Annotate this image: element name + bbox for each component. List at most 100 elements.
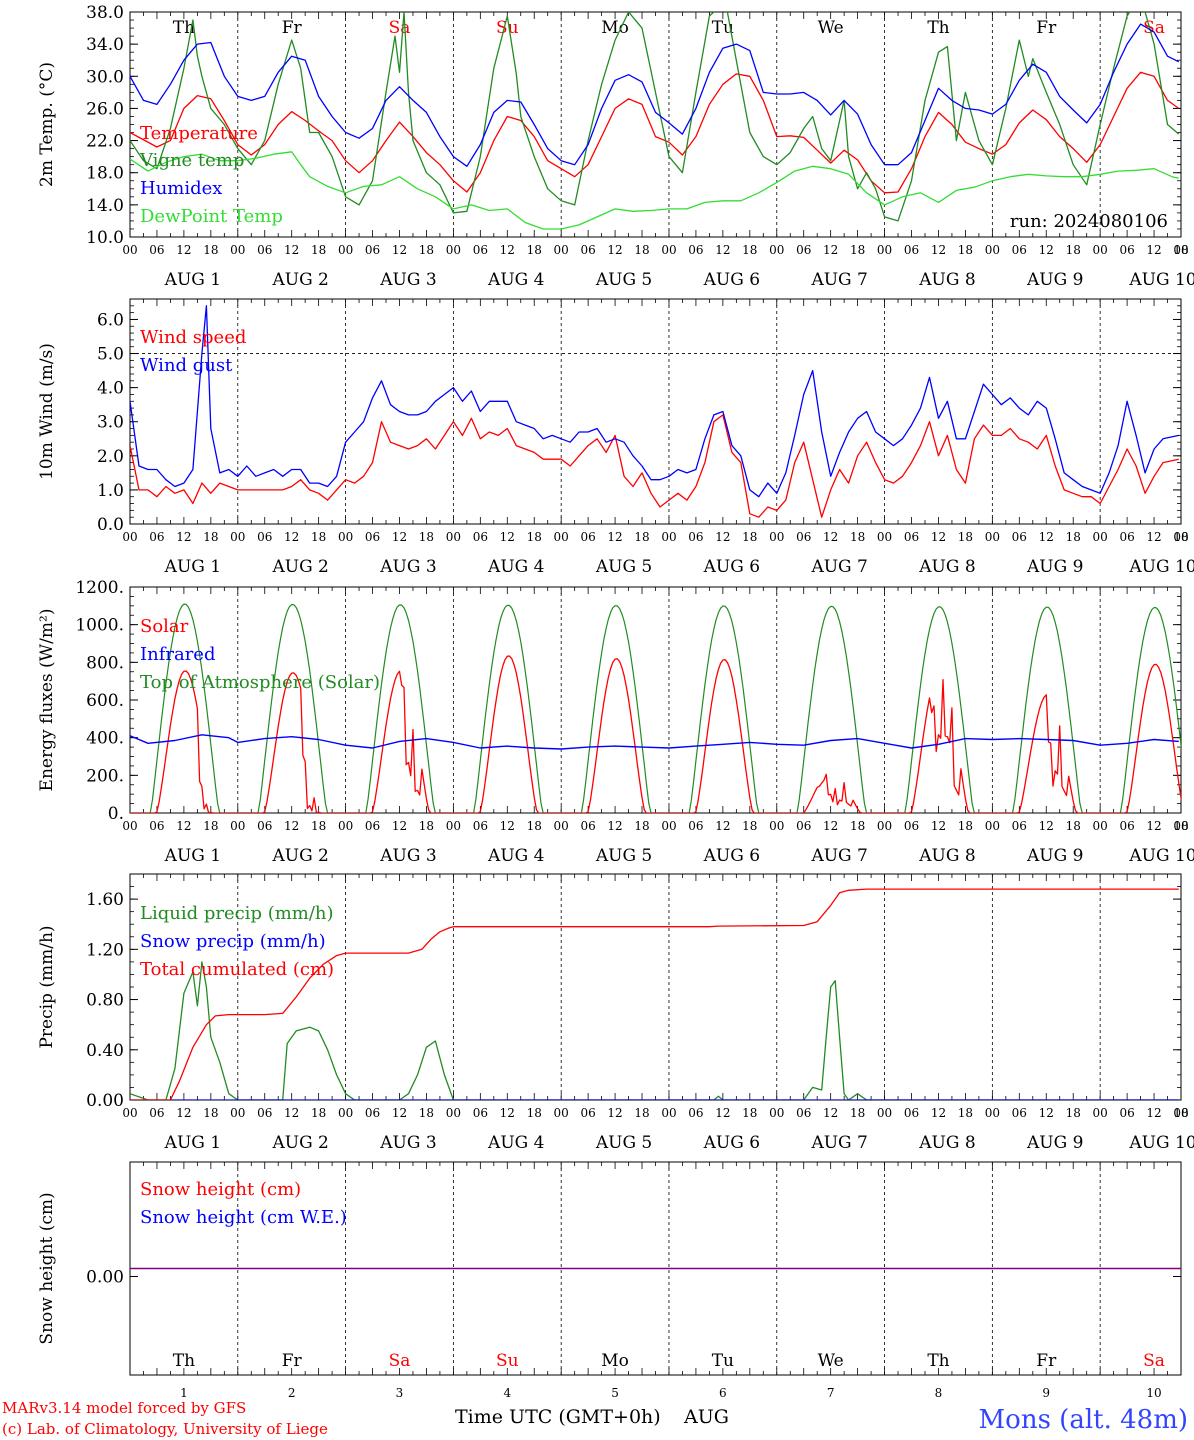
weekday-label: Tu xyxy=(712,18,734,38)
hour-tick-label: 06 xyxy=(1119,1106,1134,1120)
day-label: AUG 9 xyxy=(1026,846,1083,866)
hour-tick-label: 00 xyxy=(877,243,892,257)
legend-entry: Wind gust xyxy=(140,355,233,376)
y-tick-label: 18.0 xyxy=(86,164,124,184)
hour-tick-label: 00 xyxy=(230,819,245,833)
day-label: AUG 2 xyxy=(271,1133,328,1153)
hour-tick-label: 18 xyxy=(311,1106,326,1120)
hour-tick-label: 06 xyxy=(365,530,380,544)
weekday-label: Th xyxy=(927,18,949,38)
hour-tick-label: 06 xyxy=(904,1106,919,1120)
hour-tick-label: 00 xyxy=(769,819,784,833)
hour-tick-label: 18 xyxy=(1066,1106,1081,1120)
hour-tick-label: 06 xyxy=(796,819,811,833)
legend-entry: Top of Atmosphere (Solar) xyxy=(140,672,380,693)
legend-entry: Infrared xyxy=(140,644,215,665)
legend-entry: Wind speed xyxy=(140,327,246,348)
hour-tick-label: 12 xyxy=(500,1106,515,1120)
weekday-label: Sa xyxy=(1143,1351,1165,1371)
hour-tick-label: 06 xyxy=(257,530,272,544)
day-label: AUG 8 xyxy=(918,1133,975,1153)
hour-tick-label: 12 xyxy=(715,243,730,257)
day-label: AUG 3 xyxy=(379,270,436,290)
legend-entry: Snow height (cm) xyxy=(140,1179,301,1200)
hour-tick-label: 06 xyxy=(149,1106,164,1120)
hour-tick-label: 00 xyxy=(1173,530,1188,544)
hour-tick-label: 00 xyxy=(554,243,569,257)
hour-tick-label: 00 xyxy=(338,819,353,833)
legend-entry: Total cumulated (cm) xyxy=(140,959,334,980)
y-tick-label: 4.0 xyxy=(97,379,124,399)
day-label: AUG 10 xyxy=(1128,270,1194,290)
day-label: AUG 6 xyxy=(703,270,760,290)
day-label: AUG 9 xyxy=(1026,557,1083,577)
day-label: AUG 7 xyxy=(810,557,867,577)
day-label: AUG 7 xyxy=(810,270,867,290)
day-label: AUG 4 xyxy=(487,1133,544,1153)
y-tick-label: 400. xyxy=(86,729,124,749)
hour-tick-label: 00 xyxy=(877,530,892,544)
hour-tick-label: 18 xyxy=(419,819,434,833)
series-line-0 xyxy=(130,961,1179,1100)
hour-tick-label: 18 xyxy=(742,243,757,257)
day-label: AUG 3 xyxy=(379,557,436,577)
weekday-label: Mo xyxy=(601,1351,629,1371)
run-label: run: 2024080106 xyxy=(1010,211,1168,232)
hour-tick-label: 12 xyxy=(1146,243,1161,257)
day-number: 3 xyxy=(396,1386,404,1400)
legend-entry: Vigne temp xyxy=(139,150,244,171)
panel-1: 10.0 14.0 18.0 22.0 26.0 30.0 34.0 38.0 2m Temp.… xyxy=(37,3,1194,290)
hour-tick-label: 06 xyxy=(688,819,703,833)
hour-tick-label: 12 xyxy=(176,1106,191,1120)
hour-tick-label: 12 xyxy=(1146,530,1161,544)
weekday-label: We xyxy=(818,1351,844,1371)
y-tick-label: 1.20 xyxy=(86,940,124,960)
plot-frame xyxy=(129,586,1182,814)
hour-tick-label: 06 xyxy=(688,530,703,544)
x-axis-title: Time UTC (GMT+0h) xyxy=(455,1406,661,1428)
hour-tick-label: 12 xyxy=(284,819,299,833)
hour-tick-label: 00 xyxy=(877,819,892,833)
hour-tick-label: 12 xyxy=(607,243,622,257)
weekday-label: Fr xyxy=(282,1351,303,1371)
hour-tick-label: 00 xyxy=(769,243,784,257)
hour-tick-label: 18 xyxy=(203,243,218,257)
hour-tick-label: 12 xyxy=(392,243,407,257)
hour-tick-label: 12 xyxy=(1039,1106,1054,1120)
hour-tick-label: 18 xyxy=(1173,819,1188,833)
hour-tick-label: 00 xyxy=(230,530,245,544)
hour-tick-label: 18 xyxy=(634,1106,649,1120)
hour-tick-label: 18 xyxy=(850,530,865,544)
hour-tick-label: 00 xyxy=(985,530,1000,544)
weekday-label: Fr xyxy=(282,18,303,38)
hour-tick-label: 12 xyxy=(500,243,515,257)
y-tick-label: 1.60 xyxy=(86,890,124,910)
hour-tick-label: 12 xyxy=(607,819,622,833)
hour-tick-label: 12 xyxy=(1039,530,1054,544)
hour-tick-label: 12 xyxy=(823,243,838,257)
y-tick-label: 10.0 xyxy=(86,228,124,248)
hour-tick-label: 12 xyxy=(284,1106,299,1120)
legend-entry: DewPoint Temp xyxy=(140,206,283,227)
day-label: AUG 2 xyxy=(271,270,328,290)
credit-line-1: MARv3.14 model forced by GFS xyxy=(2,1399,246,1417)
hour-tick-label: 12 xyxy=(392,1106,407,1120)
hour-tick-label: 18 xyxy=(1066,530,1081,544)
hour-tick-label: 06 xyxy=(1012,530,1027,544)
day-number: 7 xyxy=(827,1386,835,1400)
hour-tick-label: 00 xyxy=(661,530,676,544)
hour-tick-label: 06 xyxy=(904,819,919,833)
hour-tick-label: 06 xyxy=(796,243,811,257)
weekday-label: Th xyxy=(173,1351,195,1371)
hour-tick-label: 18 xyxy=(311,530,326,544)
y-tick-label: 1200. xyxy=(75,578,124,598)
hour-tick-label: 06 xyxy=(365,819,380,833)
weekday-label: We xyxy=(818,18,844,38)
hour-tick-label: 00 xyxy=(1173,1106,1188,1120)
hour-tick-label: 06 xyxy=(580,530,595,544)
y-tick-label: 30.0 xyxy=(86,67,124,87)
hour-tick-label: 12 xyxy=(1039,819,1054,833)
hour-tick-label: 06 xyxy=(149,819,164,833)
hour-tick-label: 00 xyxy=(1093,819,1108,833)
hour-tick-label: 00 xyxy=(554,819,569,833)
